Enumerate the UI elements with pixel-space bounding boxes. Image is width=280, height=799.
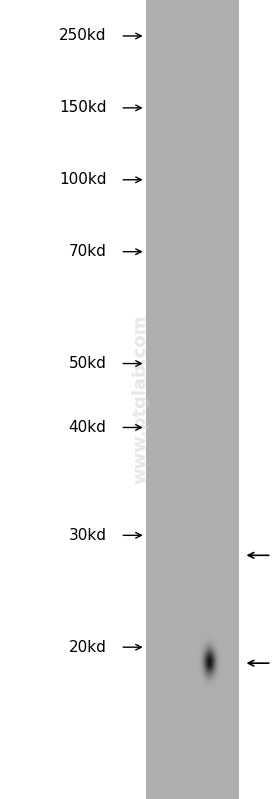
Text: 100kd: 100kd [59, 173, 106, 187]
FancyBboxPatch shape [146, 16, 238, 783]
Text: 20kd: 20kd [69, 640, 106, 654]
Text: 50kd: 50kd [69, 356, 106, 371]
Text: 40kd: 40kd [69, 420, 106, 435]
Text: 150kd: 150kd [59, 101, 106, 115]
Text: www.ptglab.com: www.ptglab.com [131, 315, 149, 484]
Text: 30kd: 30kd [68, 528, 106, 543]
Text: 70kd: 70kd [69, 244, 106, 259]
Text: 250kd: 250kd [59, 29, 106, 43]
